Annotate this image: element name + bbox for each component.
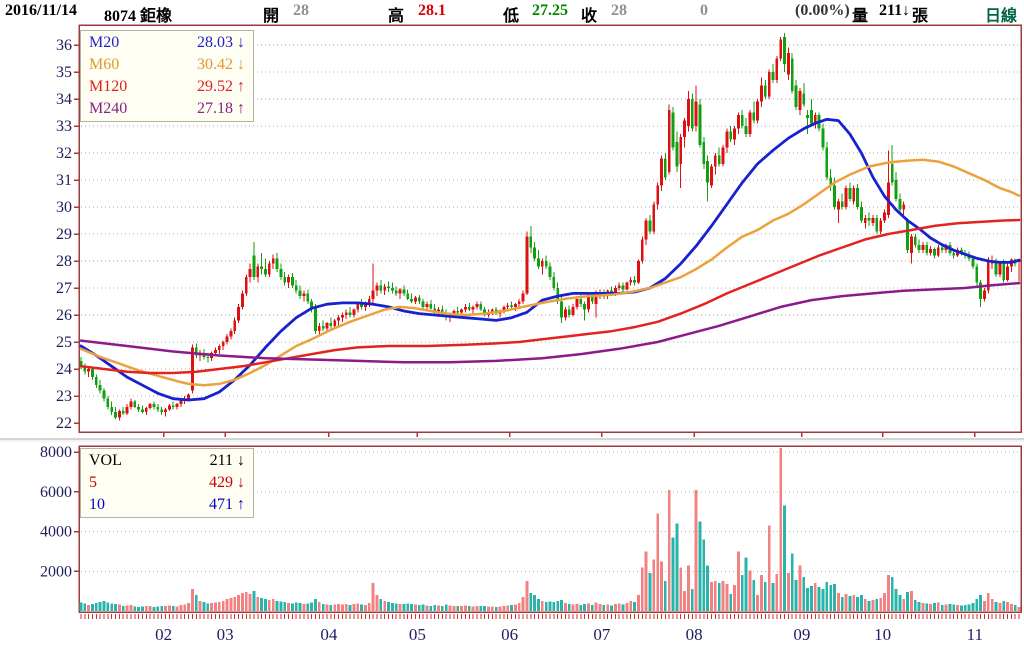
svg-text:36: 36 (56, 37, 72, 54)
high-label: 高 (388, 8, 405, 25)
svg-text:33: 33 (56, 118, 72, 135)
svg-text:05: 05 (409, 625, 426, 644)
change-value: 0 (700, 2, 708, 19)
svg-text:27: 27 (56, 280, 72, 297)
volume-value: 211 (879, 2, 903, 19)
svg-text:23: 23 (56, 388, 72, 405)
ma-legend-row: M240 27.18 ↑ (89, 98, 245, 120)
open-value: 28 (293, 2, 309, 19)
volume-unit: 張 (912, 8, 929, 25)
svg-text:8000: 8000 (40, 444, 72, 461)
svg-text:03: 03 (217, 625, 234, 644)
close-label: 收 (581, 8, 598, 25)
trend-arrow-icon: ↑ (237, 100, 245, 117)
quote-date: 2016/11/14 (5, 2, 78, 19)
open-label: 開 (263, 8, 280, 25)
trend-arrow-icon: ↑ (237, 496, 245, 513)
svg-text:2000: 2000 (40, 563, 72, 580)
vol-legend-row: VOL 211 ↓ (89, 450, 245, 472)
svg-text:02: 02 (155, 625, 172, 644)
volume-legend: VOL 211 ↓ 5 429 ↓ 10 471 ↑ (80, 448, 254, 518)
symbol-name: 8074 鉅橡 (104, 8, 173, 25)
ma-legend: M20 28.03 ↓ M60 30.42 ↓ M120 29.52 ↑ M24… (80, 30, 254, 122)
svg-text:10: 10 (874, 625, 891, 644)
vol-label: 10 (89, 496, 105, 513)
trend-arrow-icon: ↓ (237, 452, 245, 469)
vol-legend-row: 10 471 ↑ (89, 494, 245, 516)
svg-text:34: 34 (56, 91, 72, 108)
volume-arrow-icon: ↓ (902, 2, 910, 19)
ma-label: M20 (89, 34, 120, 51)
svg-text:26: 26 (56, 307, 72, 324)
svg-text:31: 31 (56, 172, 72, 189)
svg-text:4000: 4000 (40, 524, 72, 541)
svg-text:09: 09 (793, 625, 810, 644)
trend-arrow-icon: ↓ (237, 34, 245, 51)
svg-text:11: 11 (967, 625, 983, 644)
vol-label: 5 (89, 474, 97, 491)
svg-text:07: 07 (593, 625, 611, 644)
vol-legend-row: 5 429 ↓ (89, 472, 245, 494)
ma-legend-row: M60 30.42 ↓ (89, 54, 245, 76)
trend-arrow-icon: ↑ (237, 78, 245, 95)
svg-text:29: 29 (56, 226, 72, 243)
ma-legend-row: M20 28.03 ↓ (89, 32, 245, 54)
svg-text:08: 08 (686, 625, 703, 644)
ma-label: M60 (89, 56, 120, 73)
high-value: 28.1 (418, 2, 446, 19)
svg-text:32: 32 (56, 145, 72, 162)
low-label: 低 (503, 8, 520, 25)
svg-text:35: 35 (56, 64, 72, 81)
ma-label: M120 (89, 78, 128, 95)
trend-arrow-icon: ↓ (237, 474, 245, 491)
close-value: 28 (611, 2, 627, 19)
ma-label: M240 (89, 100, 128, 117)
svg-text:25: 25 (56, 334, 72, 351)
svg-text:24: 24 (56, 361, 72, 378)
trend-arrow-icon: ↓ (237, 56, 245, 73)
volume-label: 量 (852, 8, 869, 25)
change-pct: (0.00%) (795, 2, 850, 19)
svg-text:22: 22 (56, 415, 72, 432)
low-value: 27.25 (532, 2, 568, 19)
vol-label: VOL (89, 452, 122, 469)
ma-legend-row: M120 29.52 ↑ (89, 76, 245, 98)
period-selector[interactable]: 日線 (985, 8, 1018, 25)
svg-text:30: 30 (56, 199, 72, 216)
svg-text:6000: 6000 (40, 484, 72, 501)
svg-text:28: 28 (56, 253, 72, 270)
svg-text:04: 04 (320, 625, 338, 644)
svg-text:06: 06 (501, 625, 518, 644)
